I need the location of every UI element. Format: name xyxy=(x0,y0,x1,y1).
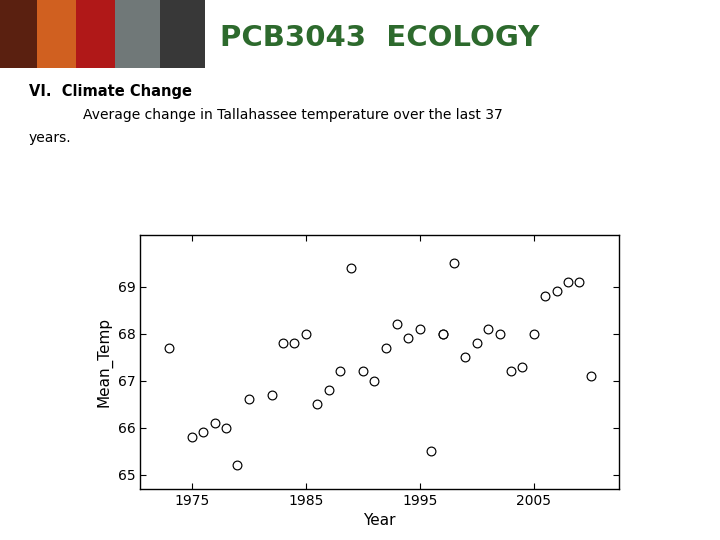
Point xyxy=(437,329,449,338)
Point xyxy=(426,447,437,455)
Point xyxy=(402,334,414,342)
Point xyxy=(163,343,175,352)
Point xyxy=(505,367,517,375)
Point xyxy=(334,367,346,375)
Point xyxy=(311,400,323,408)
Point xyxy=(516,362,528,371)
Bar xyxy=(76,0,115,68)
Text: years.: years. xyxy=(29,131,71,145)
Point xyxy=(437,329,449,338)
Y-axis label: Mean_Temp: Mean_Temp xyxy=(96,317,112,407)
Point xyxy=(369,376,380,385)
Text: Average change in Tallahassee temperature over the last 37: Average change in Tallahassee temperatur… xyxy=(83,108,503,122)
Point xyxy=(574,278,585,286)
Point xyxy=(551,287,562,295)
Point xyxy=(391,320,402,328)
Bar xyxy=(115,0,160,68)
Point xyxy=(346,264,357,272)
Bar xyxy=(160,0,205,68)
Point xyxy=(243,395,254,404)
Point xyxy=(459,353,471,361)
Point xyxy=(300,329,312,338)
Point xyxy=(323,386,334,394)
Point xyxy=(232,461,243,469)
Point xyxy=(197,428,209,437)
Point xyxy=(528,329,539,338)
Point xyxy=(220,423,232,432)
Point xyxy=(414,325,426,333)
Point xyxy=(494,329,505,338)
Bar xyxy=(37,0,76,68)
Point xyxy=(209,418,220,427)
Point xyxy=(539,292,551,300)
Text: PCB3043  ECOLOGY: PCB3043 ECOLOGY xyxy=(220,24,539,52)
Bar xyxy=(0,0,37,68)
Point xyxy=(289,339,300,347)
Point xyxy=(277,339,289,347)
Point xyxy=(379,343,391,352)
Point xyxy=(562,278,574,286)
Point xyxy=(471,339,482,347)
Point xyxy=(357,367,369,375)
Point xyxy=(448,259,459,267)
X-axis label: Year: Year xyxy=(364,513,396,528)
Point xyxy=(186,433,197,441)
Point xyxy=(266,390,277,399)
Point xyxy=(482,325,494,333)
Point xyxy=(585,372,596,380)
Text: VI.  Climate Change: VI. Climate Change xyxy=(29,84,192,99)
